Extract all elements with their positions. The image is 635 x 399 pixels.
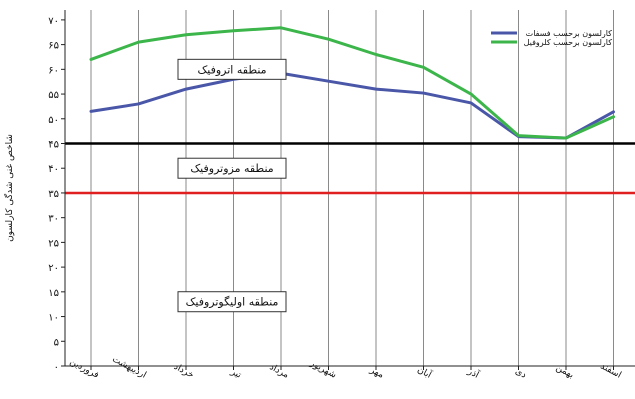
x-tick-label: مهر [367,365,385,381]
zone-label-box [177,58,287,80]
legend-label: کارلسون برحسب کلروفیل [524,38,613,47]
zone-label-box [177,157,287,179]
series-line-2 [89,26,615,140]
y-tick-label: ۲۰ [48,263,59,274]
y-tick-label: ۷۰ [48,16,59,27]
y-tick-label: ۳۰ [48,214,59,225]
x-tick-label: تیر [228,367,243,381]
y-tick-label: ۰ [54,362,59,373]
y-axis-title: شاخص غنی شدگی کارلسون [3,134,15,242]
plot-area [65,10,635,366]
y-tick-label: ۶۰ [48,65,59,76]
y-tick-label: ۱۰ [48,313,59,324]
y-tick-label: ۵۵ [48,90,59,101]
x-tick-label: آذر [465,364,482,380]
zone-label: منطقه اتروفیک [197,63,266,76]
y-tick-label: ۴۰ [48,164,59,175]
x-tick-label: دی [513,367,527,381]
y-tick-label: ۱۵ [48,288,59,299]
y-tick-label: ۴۵ [48,140,59,151]
y-tick-label: ۵۰ [48,115,59,126]
y-tick-label: ۵ [54,337,59,348]
y-tick-label: ۶۵ [48,41,59,52]
zone-label: منطقه مزوتروفیک [190,162,273,175]
y-tick-label: ۲۵ [48,238,59,249]
zone-label-box [177,291,287,313]
legend-label: کارلسون برحسب فسفات [526,29,613,38]
zone-label: منطقه اولیگوتروفیک [186,296,279,309]
y-tick-label: ۳۵ [48,189,59,200]
